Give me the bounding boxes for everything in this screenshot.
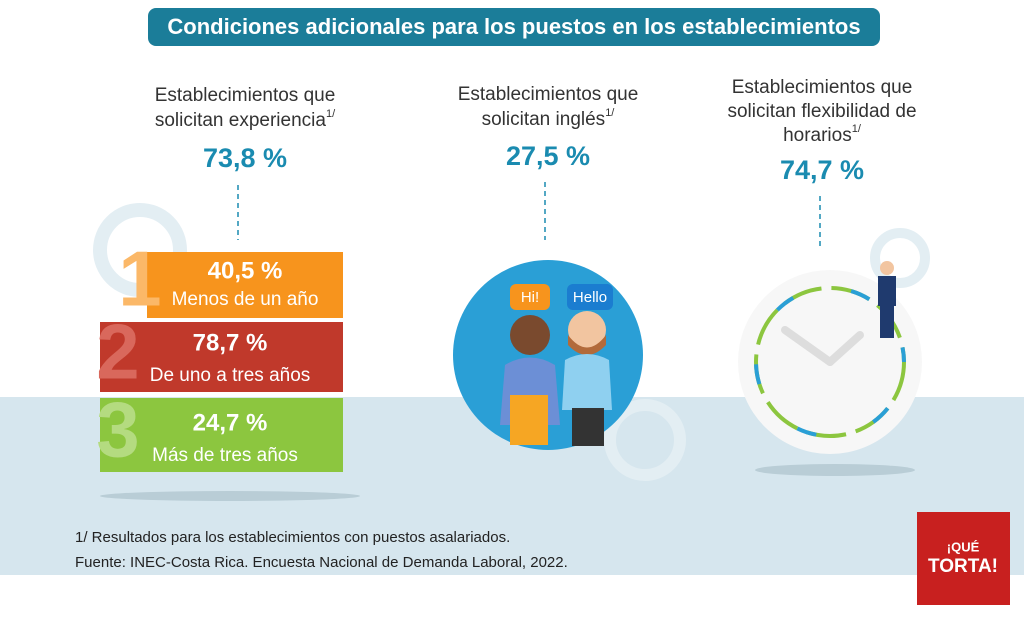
title-banner (148, 8, 880, 46)
bar (100, 322, 343, 392)
note: 1/ (326, 108, 336, 120)
bar (147, 252, 343, 318)
bar-label: Más de tres años (152, 445, 298, 466)
bar-value: 24,7 % (193, 409, 268, 436)
shadow (100, 491, 360, 501)
gear (93, 203, 187, 297)
label-line: horarios (783, 125, 852, 146)
speech-text: Hi! (521, 289, 539, 306)
title: Condiciones adicionales para los puestos… (167, 14, 860, 39)
gear (604, 399, 686, 481)
label-line: solicitan inglés (482, 109, 606, 130)
bar-label: De uno a tres años (150, 365, 311, 386)
speech-bubble (567, 284, 613, 310)
panel-label: Establecimientos que (155, 85, 336, 106)
panel-value: 27,5 % (506, 141, 590, 171)
logo (917, 512, 1010, 605)
bar-number: 2 (96, 308, 139, 396)
people-illustration (500, 311, 612, 446)
bar-value: 78,7 % (193, 329, 268, 356)
panel-label: horarios1/ (783, 123, 862, 146)
bar (100, 398, 343, 472)
panel-value: 74,7 % (780, 155, 864, 185)
panel-label: solicitan experiencia1/ (155, 108, 336, 131)
note: 1/ (852, 123, 862, 135)
panel-label: solicitan inglés1/ (482, 107, 616, 130)
bar-number: 1 (118, 235, 161, 323)
panel-value: 73,8 % (203, 143, 287, 173)
panel-label: Establecimientos que (732, 77, 913, 98)
label-line: solicitan experiencia (155, 110, 327, 131)
panel-label: solicitan flexibilidad de (727, 101, 916, 122)
panel-label: Establecimientos que (458, 84, 639, 105)
note: 1/ (605, 107, 615, 119)
speech-text: Hello (573, 289, 607, 306)
bar-number: 3 (96, 386, 139, 474)
source: Fuente: INEC-Costa Rica. Encuesta Nacion… (75, 554, 568, 571)
clock-illustration (738, 261, 922, 476)
gear (870, 228, 930, 288)
logo-main: TORTA! (928, 556, 998, 577)
logo-top: ¡QUÉ (947, 539, 980, 554)
bar-value: 40,5 % (208, 257, 283, 284)
bar-label: Menos de un año (172, 289, 319, 310)
speech-bubble (510, 284, 550, 310)
footnote: 1/ Resultados para los establecimientos … (75, 529, 510, 546)
